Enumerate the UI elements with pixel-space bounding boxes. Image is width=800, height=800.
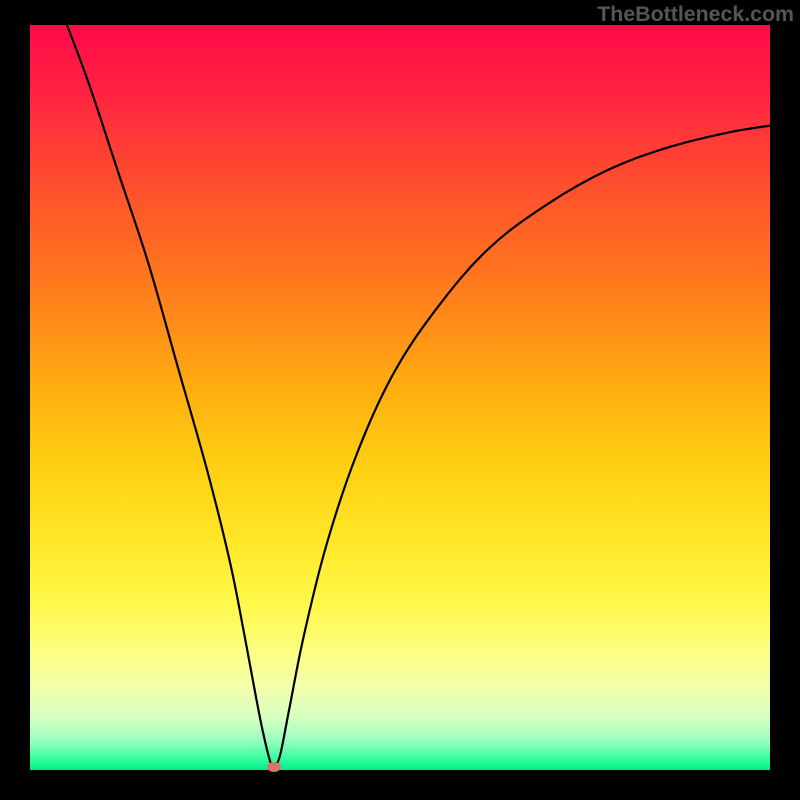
minimum-marker	[267, 762, 281, 772]
plot-area	[30, 25, 770, 770]
chart-container: TheBottleneck.com	[0, 0, 800, 800]
bottleneck-curve	[30, 25, 770, 770]
watermark-text: TheBottleneck.com	[597, 2, 794, 27]
